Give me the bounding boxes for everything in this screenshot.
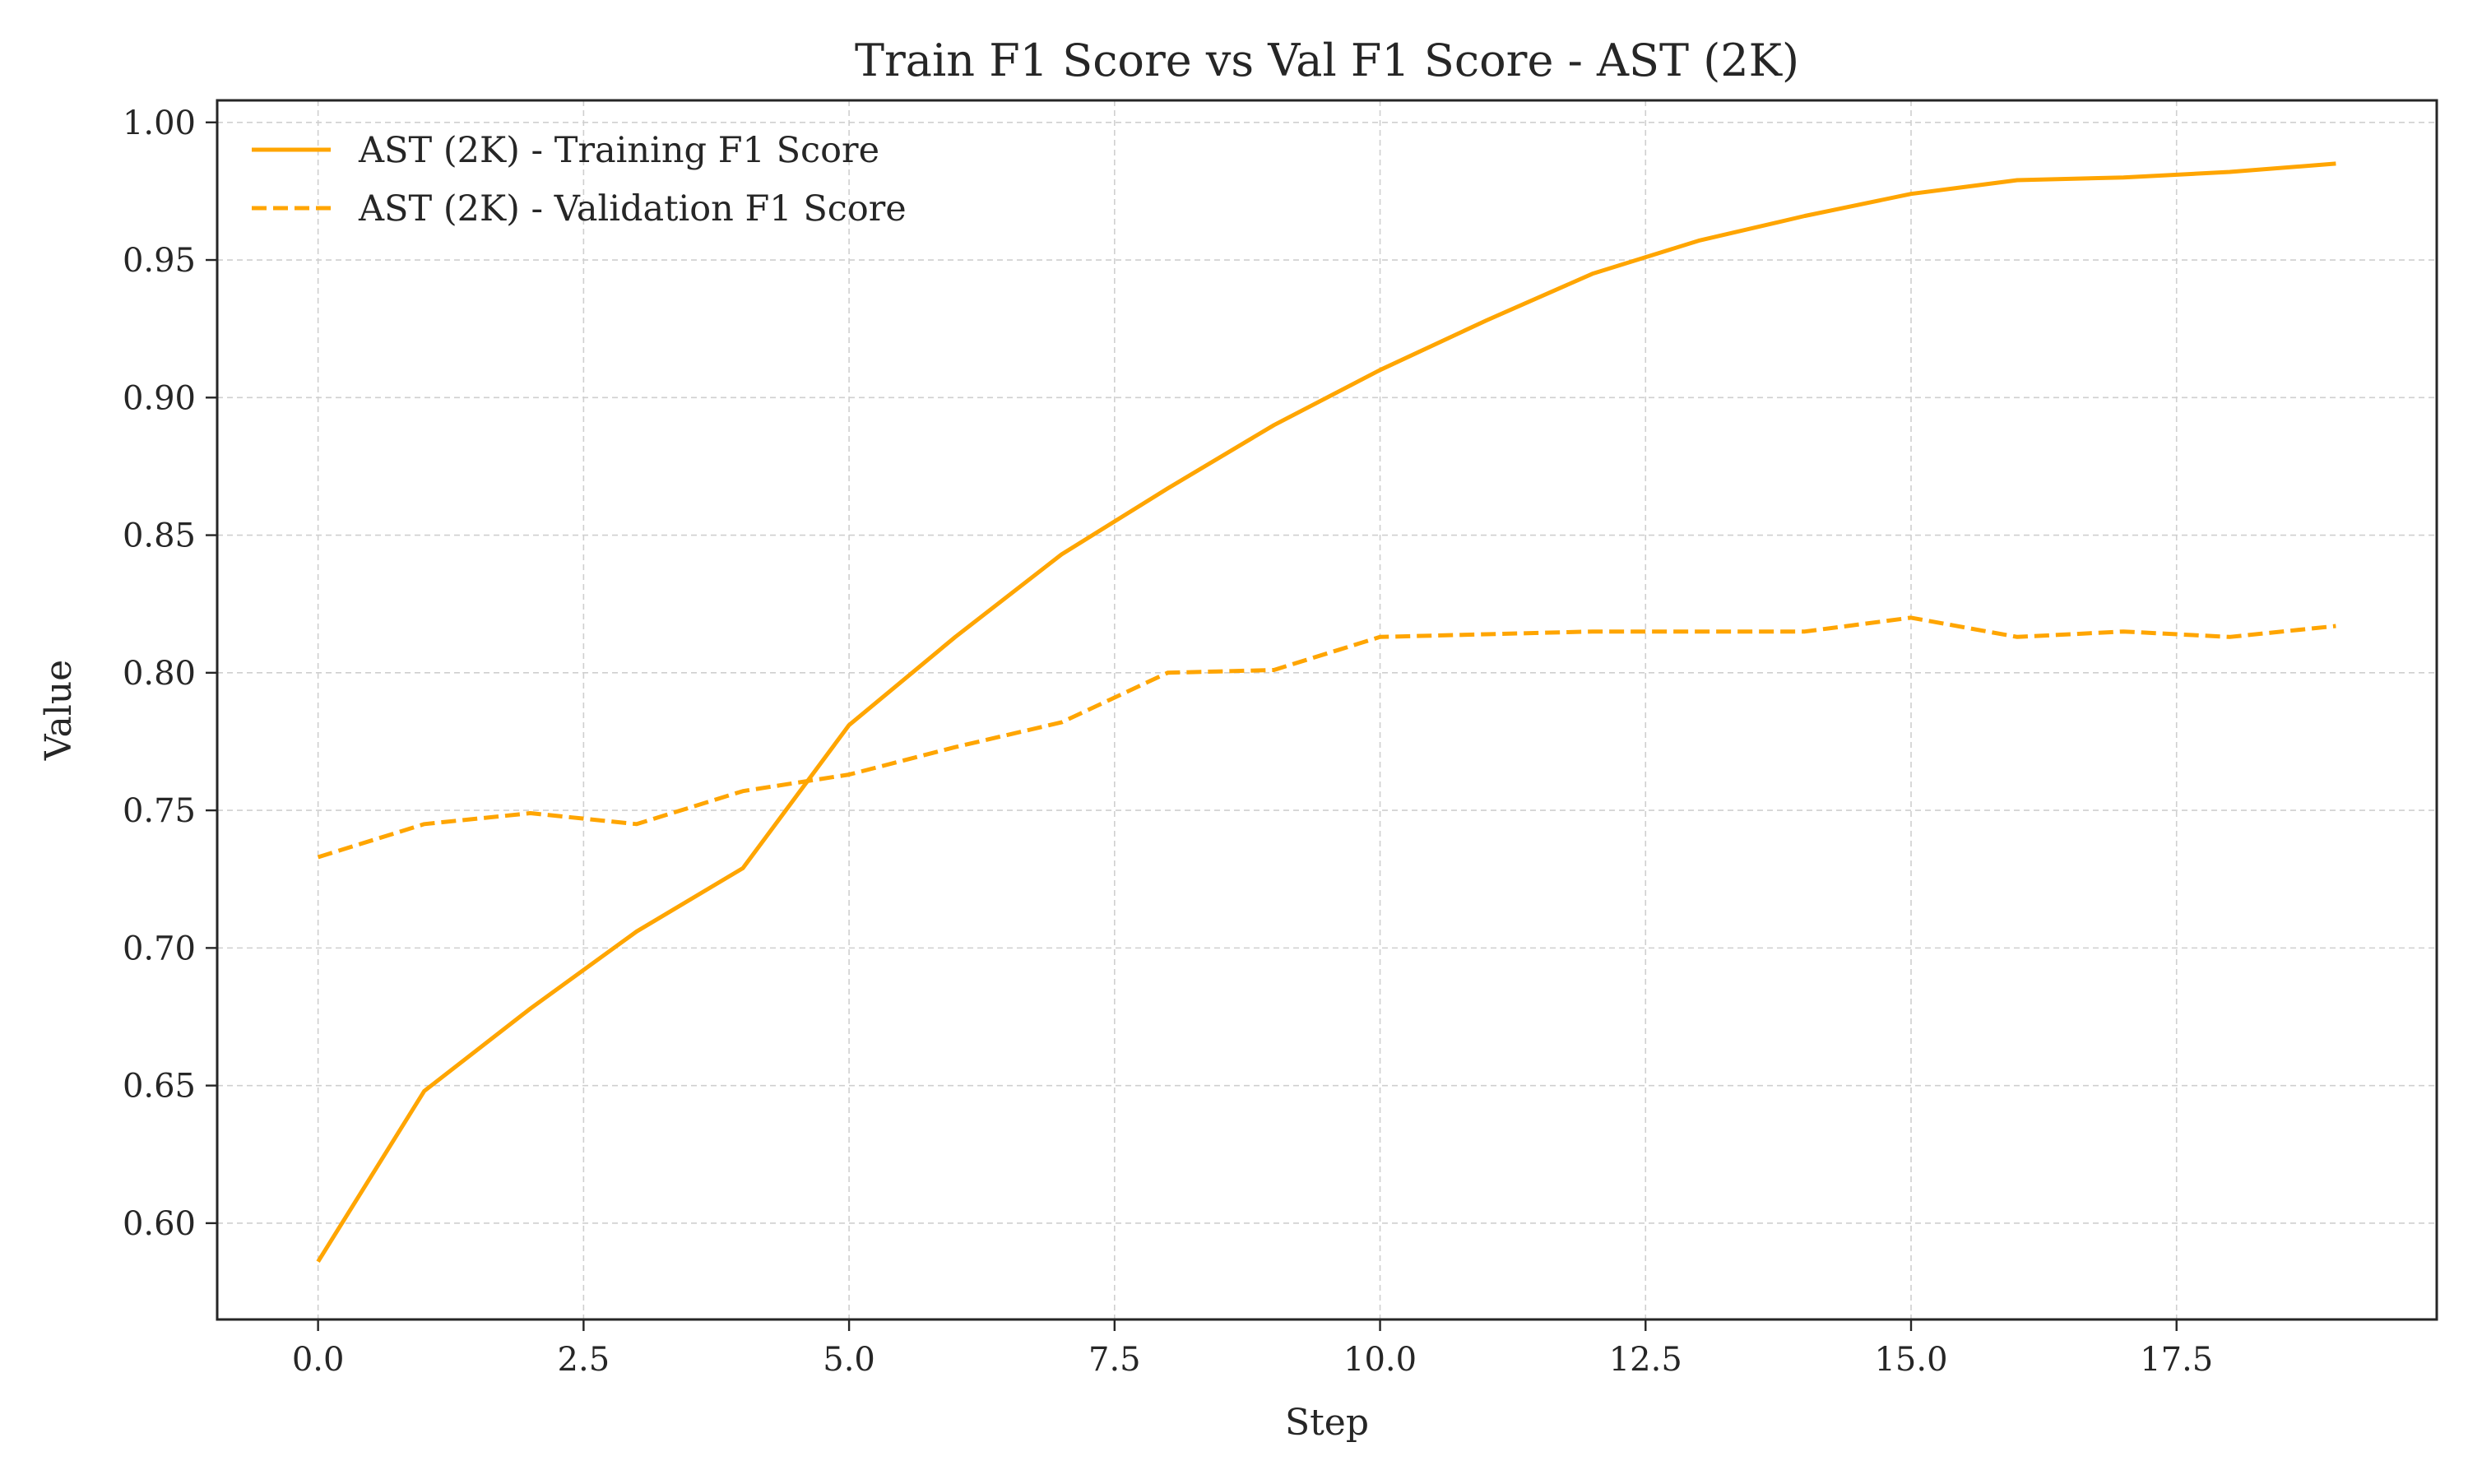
x-axis-label: Step [1285, 1402, 1369, 1444]
y-tick-label: 0.85 [123, 517, 196, 555]
y-tick-label: 0.80 [123, 655, 196, 693]
y-tick-label: 1.00 [123, 104, 196, 142]
plot-area-frame [216, 99, 2438, 1321]
legend-label: AST (2K) - Validation F1 Score [358, 188, 907, 230]
x-tick-label: 7.5 [1088, 1341, 1141, 1379]
x-tick-label: 10.0 [1343, 1341, 1417, 1379]
y-tick-label: 0.75 [123, 792, 196, 830]
legend: AST (2K) - Training F1 Score AST (2K) - V… [252, 130, 907, 230]
y-tick-label: 0.90 [123, 379, 196, 417]
series-lines [316, 161, 2336, 1264]
y-tick-label: 0.95 [123, 242, 196, 280]
legend-label: AST (2K) - Training F1 Score [358, 130, 879, 171]
y-tick-label: 0.60 [123, 1205, 196, 1243]
y-axis-label: Value [38, 660, 80, 761]
x-tick-label: 15.0 [1874, 1341, 1947, 1379]
validation-f1-line [317, 615, 2336, 860]
training-f1-line [316, 161, 2336, 1264]
y-tick-label: 0.65 [123, 1068, 196, 1106]
x-tick-label: 0.0 [292, 1341, 345, 1379]
y-tick-label: 0.70 [123, 930, 196, 967]
x-tick-label: 5.0 [823, 1341, 875, 1379]
ticks: 0.0 2.5 5.0 7.5 10.0 12.5 15.0 17.5 0.60 0.65 0.70… [123, 104, 2213, 1379]
x-tick-label: 2.5 [558, 1341, 610, 1379]
x-tick-label: 17.5 [2140, 1341, 2213, 1379]
x-tick-label: 12.5 [1609, 1341, 1682, 1379]
chart-title: Train F1 Score vs Val F1 Score - AST (2K… [855, 35, 1799, 86]
grid [217, 100, 2437, 1319]
